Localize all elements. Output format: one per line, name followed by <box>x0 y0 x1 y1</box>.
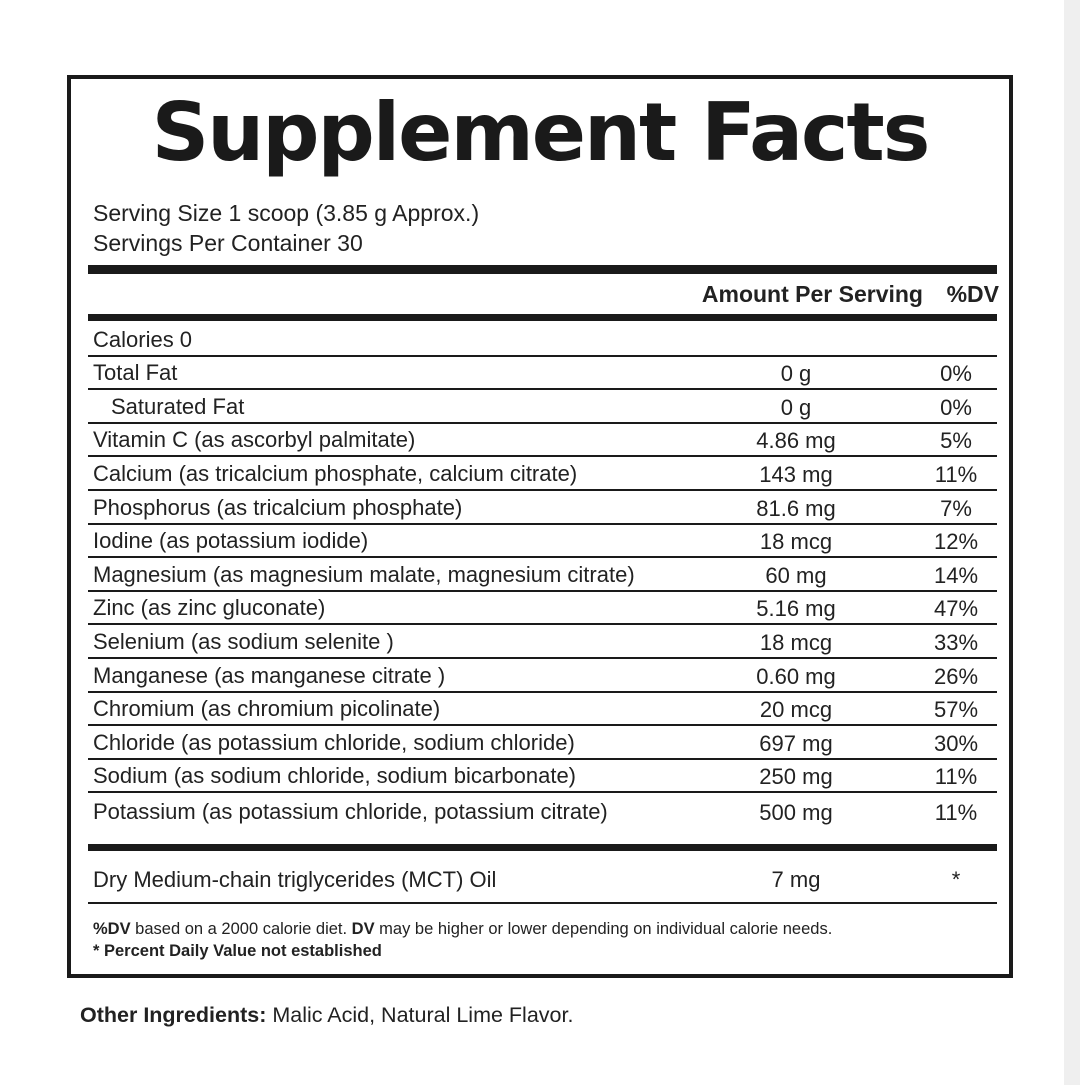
nutrient-name: Sodium (as sodium chloride, sodium bicar… <box>93 763 577 789</box>
nutrient-name: Saturated Fat <box>111 393 245 419</box>
dv-footnote-bold: %DV <box>93 920 131 938</box>
nutrient-name: Manganese (as manganese citrate ) <box>93 662 446 688</box>
thick-divider <box>88 265 997 274</box>
nutrient-dv: 14% <box>933 562 979 588</box>
supplement-facts-panel: Supplement Facts Serving Size 1 scoop (3… <box>67 75 1013 978</box>
nutrient-dv: * <box>951 867 961 892</box>
nutrient-row: Calcium (as tricalcium phosphate, calciu… <box>88 457 997 491</box>
nutrient-name: Phosphorus (as tricalcium phosphate) <box>93 494 463 520</box>
thin-divider <box>88 902 997 904</box>
nutrient-name: Zinc (as zinc gluconate) <box>93 595 326 621</box>
nutrient-row-mct-oil: Dry Medium-chain triglycerides (MCT) Oil… <box>88 865 997 897</box>
serving-size: Serving Size 1 scoop (3.85 g Approx.) <box>93 200 480 226</box>
nutrient-row: Calories 0 <box>88 323 997 357</box>
nutrient-table: Calories 0 Total Fat 0 g 0% Saturated Fat 0 g… <box>88 323 997 827</box>
nutrient-amount: 250 mg <box>759 764 833 790</box>
nutrient-amount: 18 mcg <box>759 529 833 555</box>
nutrient-row: Magnesium (as magnesium malate, magnesiu… <box>88 558 997 592</box>
other-ingredients-label: Other Ingredients: <box>80 1003 267 1027</box>
nutrient-row: Zinc (as zinc gluconate) 5.16 mg 47% <box>88 592 997 626</box>
dv-footnote-bold: DV <box>351 920 375 938</box>
other-ingredients: Other Ingredients: Malic Acid, Natural L… <box>80 1000 573 1030</box>
panel-title: Supplement Facts <box>151 86 931 179</box>
thick-divider <box>88 314 997 321</box>
nutrient-amount: 143 mg <box>759 461 833 487</box>
nutrient-amount: 5.16 mg <box>756 596 836 622</box>
nutrient-row: Vitamin C (as ascorbyl palmitate) 4.86 mg… <box>88 424 997 458</box>
nutrient-name: Chromium (as chromium picolinate) <box>93 696 441 722</box>
not-established-footnote: * Percent Daily Value not established <box>93 942 382 960</box>
nutrient-dv: 33% <box>933 629 979 655</box>
nutrient-name: Total Fat <box>93 360 178 386</box>
nutrient-amount: 20 mcg <box>759 697 833 723</box>
nutrient-name: Magnesium (as magnesium malate, magnesiu… <box>93 561 635 587</box>
nutrient-row: Total Fat 0 g 0% <box>88 357 997 391</box>
nutrient-amount: 697 mg <box>759 730 833 756</box>
nutrient-name: Selenium (as sodium selenite ) <box>93 628 394 654</box>
nutrient-dv: 0% <box>940 394 972 420</box>
nutrient-row: Phosphorus (as tricalcium phosphate) 81.6… <box>88 491 997 525</box>
nutrient-amount: 18 mcg <box>759 629 833 655</box>
nutrient-amount: 81.6 mg <box>756 495 836 521</box>
dv-footnote: %DV based on a 2000 calorie diet. DV may… <box>93 918 997 940</box>
nutrient-name: Vitamin C (as ascorbyl palmitate) <box>93 427 416 453</box>
nutrient-dv: 30% <box>933 730 979 756</box>
amount-per-serving-header: Amount Per Serving <box>701 281 923 307</box>
nutrient-name: Dry Medium-chain triglycerides (MCT) Oil <box>93 867 497 892</box>
nutrient-row: Manganese (as manganese citrate ) 0.60 mg… <box>88 659 997 693</box>
nutrient-row: Chloride (as potassium chloride, sodium … <box>88 726 997 760</box>
nutrient-row: Iodine (as potassium iodide) 18 mcg 12% <box>88 525 997 559</box>
nutrient-dv: 7% <box>940 495 972 521</box>
nutrient-row: Selenium (as sodium selenite ) 18 mcg 33% <box>88 625 997 659</box>
nutrient-dv: 57% <box>933 697 979 723</box>
nutrient-amount: 500 mg <box>759 799 833 825</box>
nutrient-dv: 26% <box>933 663 979 689</box>
nutrient-name: Calories 0 <box>93 326 193 352</box>
nutrient-dv: 11% <box>934 799 978 825</box>
servings-per-container: Servings Per Container 30 <box>93 230 363 256</box>
nutrient-row: Saturated Fat 0 g 0% <box>88 390 997 424</box>
nutrient-name: Chloride (as potassium chloride, sodium … <box>93 729 575 755</box>
nutrient-dv: 47% <box>933 596 979 622</box>
dv-footnote-text: based on a 2000 calorie diet. <box>130 920 352 938</box>
nutrient-amount: 60 mg <box>765 562 827 588</box>
nutrient-amount: 7 mg <box>771 867 821 892</box>
nutrient-name: Potassium (as potassium chloride, potass… <box>93 798 608 824</box>
nutrient-row: Chromium (as chromium picolinate) 20 mcg 5… <box>88 693 997 727</box>
nutrient-row: Sodium (as sodium chloride, sodium bicar… <box>88 760 997 794</box>
thick-divider <box>88 844 997 851</box>
nutrient-amount: 0 g <box>780 361 812 387</box>
nutrient-dv: 11% <box>934 461 978 487</box>
nutrient-dv: 11% <box>934 764 978 790</box>
nutrient-row: Potassium (as potassium chloride, potass… <box>88 793 997 827</box>
page-edge-strip <box>1064 0 1080 1085</box>
nutrient-amount: 0 g <box>780 394 812 420</box>
nutrient-dv: 0% <box>940 361 972 387</box>
dv-header: %DV <box>946 281 999 307</box>
nutrient-name: Iodine (as potassium iodide) <box>93 528 369 554</box>
nutrient-amount: 4.86 mg <box>756 428 836 454</box>
other-ingredients-text: Malic Acid, Natural Lime Flavor. <box>266 1003 574 1027</box>
dv-footnote-text: may be higher or lower depending on indi… <box>374 920 833 938</box>
nutrient-name: Calcium (as tricalcium phosphate, calciu… <box>93 460 578 486</box>
nutrient-dv: 12% <box>933 529 979 555</box>
nutrient-amount: 0.60 mg <box>756 663 836 689</box>
nutrient-dv: 5% <box>940 428 972 454</box>
